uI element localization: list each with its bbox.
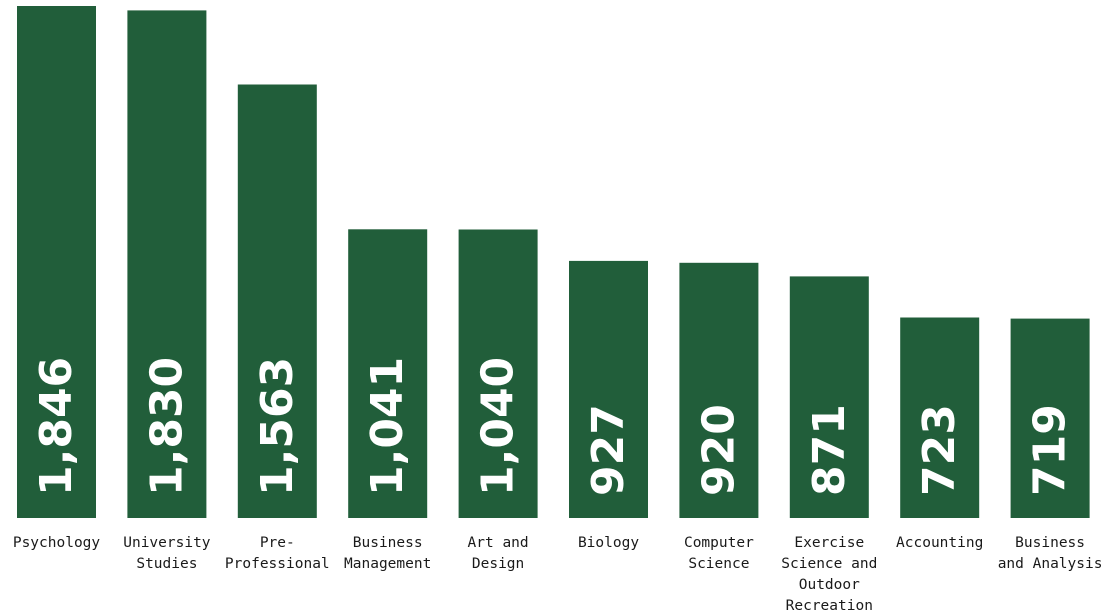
bar-value-label: 871 <box>804 404 855 496</box>
bar <box>237 84 317 518</box>
bar-value-label: 723 <box>914 404 965 496</box>
bar-value-label: 1,563 <box>252 357 303 496</box>
category-label: Art and Design <box>468 535 529 572</box>
category-label-line: University <box>123 535 211 551</box>
category-label-line: Biology <box>578 535 639 551</box>
bar-value-label: 1,041 <box>362 357 413 496</box>
category-label-line: Pre- <box>260 535 295 551</box>
category-label: Business Management <box>344 535 431 572</box>
category-label-line: Science <box>688 556 749 572</box>
category-label-line: Professional <box>225 556 330 572</box>
category-label: Pre- Professional <box>225 535 330 572</box>
bar-value-label: 920 <box>693 404 744 496</box>
category-label-line: Business <box>353 535 423 551</box>
category-label-line: Science and <box>781 556 877 572</box>
category-label-line: Exercise <box>794 535 864 551</box>
category-label: Biology <box>578 535 639 551</box>
bar <box>789 276 869 518</box>
value-labels-group: 1,846 1,830 1,563 1,041 1,040 927 920 871 723 719 <box>31 357 1076 496</box>
category-label-line: Management <box>344 556 431 572</box>
bar-value-label: 719 <box>1025 404 1076 496</box>
category-label-line: Psychology <box>13 535 101 551</box>
category-label-line: Computer <box>684 535 754 551</box>
category-label-line: Art and <box>468 535 529 551</box>
bar-value-label: 927 <box>583 404 634 496</box>
bar <box>348 229 428 519</box>
category-label: Computer Science <box>684 535 754 572</box>
category-label: Business and Analysis <box>998 535 1103 572</box>
bar <box>900 317 980 518</box>
bar-value-label: 1,846 <box>31 357 82 496</box>
bar-value-label: 1,040 <box>473 357 524 496</box>
bar <box>1010 318 1090 518</box>
bar <box>458 229 538 518</box>
category-label-line: Accounting <box>896 535 983 551</box>
category-label-line: Design <box>472 556 524 572</box>
bar <box>127 10 207 519</box>
category-labels-group: Psychology University Studies Pre- Professio… <box>13 535 1103 614</box>
bar-value-label: 1,830 <box>141 357 192 496</box>
category-label-line: Outdoor <box>799 577 860 593</box>
bar <box>569 260 648 518</box>
bar <box>679 262 759 518</box>
category-label: University Studies <box>123 535 211 572</box>
category-label: Exercise Science and Outdoor Recreation <box>781 535 877 614</box>
category-label-line: and Analysis <box>998 556 1103 572</box>
category-label: Psychology <box>13 535 101 551</box>
bar <box>17 6 96 518</box>
category-label-line: Recreation <box>786 598 873 614</box>
category-label: Accounting <box>896 535 983 551</box>
category-label-line: Studies <box>136 556 197 572</box>
category-label-line: Business <box>1015 535 1085 551</box>
bars-group <box>17 6 1090 519</box>
